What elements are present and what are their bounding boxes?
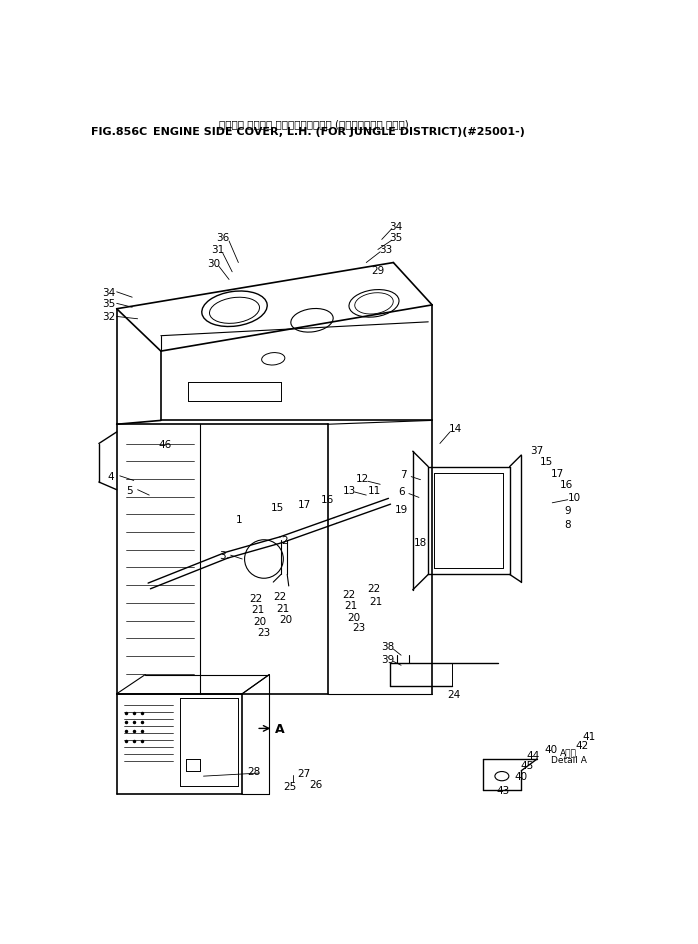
Text: 6: 6 (398, 487, 404, 497)
Text: エンジン サイト゛ カハ゛ー，ヒタ゛リ (シ゛ャンク゛ル シヨウ): エンジン サイト゛ カハ゛ー，ヒタ゛リ (シ゛ャンク゛ル シヨウ) (219, 120, 409, 129)
Text: 31: 31 (211, 245, 224, 255)
Text: 2: 2 (281, 535, 288, 546)
Text: 32: 32 (103, 312, 116, 322)
Text: 41: 41 (583, 732, 596, 741)
Text: 29: 29 (371, 266, 385, 276)
Text: 40: 40 (514, 771, 528, 782)
Text: 21: 21 (276, 603, 289, 613)
Text: 16: 16 (321, 495, 334, 504)
Text: 7: 7 (400, 470, 407, 480)
Text: 25: 25 (283, 782, 297, 791)
Text: 38: 38 (381, 641, 394, 651)
Text: 18: 18 (414, 537, 427, 548)
Text: 23: 23 (258, 628, 271, 637)
Text: 13: 13 (343, 485, 356, 496)
Text: 22: 22 (367, 583, 380, 594)
Text: 4: 4 (107, 471, 114, 481)
Text: 10: 10 (567, 493, 581, 503)
Text: 43: 43 (497, 785, 510, 795)
Text: 24: 24 (447, 689, 461, 699)
Text: 46: 46 (158, 439, 172, 449)
Text: 40: 40 (544, 745, 557, 754)
Text: ENGINE SIDE COVER, L.H. (FOR JUNGLE DISTRICT)(#25001-): ENGINE SIDE COVER, L.H. (FOR JUNGLE DIST… (153, 127, 525, 137)
Text: 11: 11 (367, 485, 380, 496)
Text: 19: 19 (394, 504, 408, 514)
Text: 17: 17 (297, 499, 311, 509)
Text: 42: 42 (575, 740, 588, 750)
Text: 21: 21 (251, 604, 265, 615)
Text: 22: 22 (273, 591, 286, 601)
Text: 27: 27 (297, 768, 311, 778)
Text: 35: 35 (389, 233, 402, 243)
Text: 20: 20 (253, 615, 267, 626)
Text: 28: 28 (247, 766, 260, 776)
Text: Detail A: Detail A (551, 755, 586, 764)
Text: 14: 14 (449, 424, 462, 433)
Text: 17: 17 (551, 468, 564, 479)
Text: 37: 37 (530, 446, 543, 455)
Text: 1: 1 (236, 514, 242, 525)
Text: 26: 26 (309, 779, 322, 789)
Text: 9: 9 (565, 506, 571, 516)
Text: 30: 30 (207, 259, 220, 269)
Text: 35: 35 (103, 299, 116, 309)
Text: 12: 12 (356, 474, 369, 483)
Text: 36: 36 (216, 233, 230, 243)
Text: 21: 21 (369, 597, 383, 607)
Text: 22: 22 (250, 593, 263, 603)
Text: 20: 20 (279, 615, 292, 624)
Text: 44: 44 (526, 750, 540, 761)
Text: 45: 45 (521, 761, 534, 770)
Text: 15: 15 (271, 503, 284, 513)
Text: 16: 16 (560, 480, 573, 490)
Text: 21: 21 (344, 600, 357, 611)
Text: 34: 34 (389, 221, 402, 231)
Text: A部詳: A部詳 (560, 748, 577, 756)
Text: FIG.856C: FIG.856C (91, 127, 147, 137)
Text: 15: 15 (540, 457, 553, 466)
Text: 22: 22 (343, 589, 356, 599)
Text: 5: 5 (126, 485, 133, 496)
Text: A: A (274, 722, 284, 735)
Text: 23: 23 (352, 622, 365, 632)
Text: 33: 33 (379, 244, 392, 255)
Text: 39: 39 (381, 654, 394, 665)
Text: 8: 8 (565, 520, 571, 530)
Text: 3: 3 (220, 550, 226, 561)
Text: 34: 34 (103, 288, 116, 297)
Text: 20: 20 (348, 612, 360, 622)
